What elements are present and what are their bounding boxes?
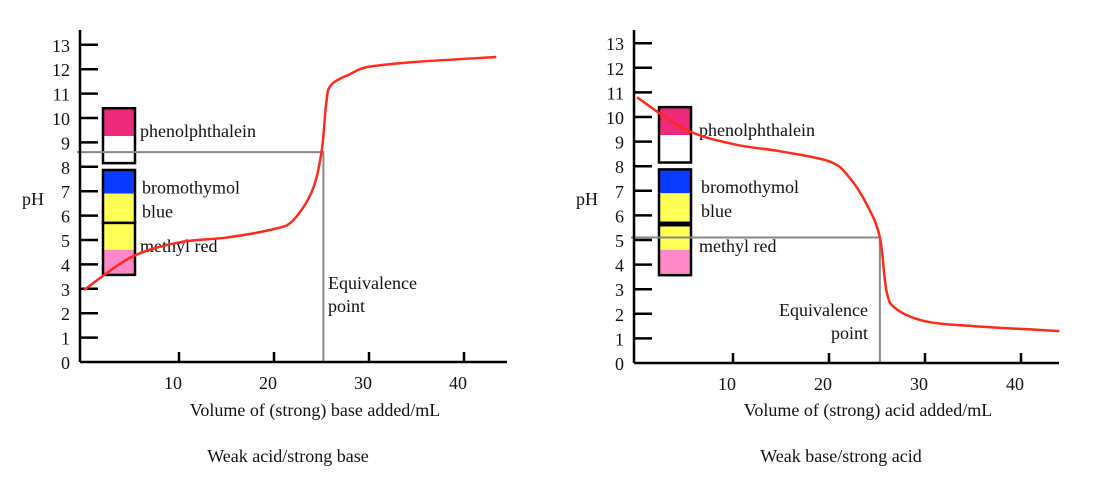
y-tick-label: 7 — [61, 182, 70, 202]
titration-curve — [636, 96, 1060, 333]
indicator-methyl-red: methyl red — [101, 221, 217, 277]
y-tick-label: 2 — [61, 304, 70, 324]
y-tick-label: 6 — [615, 206, 624, 226]
equivalence-guide-lines — [77, 151, 325, 362]
x-tick-label: 10 — [164, 373, 182, 393]
y-tick-label: 11 — [607, 83, 624, 103]
y-tick-label: 4 — [61, 255, 70, 275]
y-tick-label: 9 — [615, 133, 624, 153]
chart-1: phenolphthalein bromothymol blue methyl red… — [576, 30, 1060, 466]
y-tick-label: 3 — [61, 280, 70, 300]
y-tick-label: 8 — [615, 157, 624, 177]
x-tick-label: 40 — [449, 373, 467, 393]
y-tick-label: 10 — [52, 109, 70, 129]
y-tick-label: 7 — [615, 182, 624, 202]
indicator-label-line2: blue — [701, 201, 732, 221]
y-tick-label: 1 — [615, 329, 624, 349]
y-tick-label: 0 — [615, 354, 624, 374]
indicator-high-color — [103, 108, 135, 137]
x-tick-label: 10 — [718, 374, 736, 394]
indicator-box — [657, 105, 693, 164]
y-tick-label: 1 — [61, 329, 70, 349]
y-tick-label: 8 — [61, 158, 70, 178]
y-tick-label: 5 — [61, 231, 70, 251]
y-tick-label: 9 — [61, 133, 70, 153]
x-tick-label: 30 — [354, 373, 372, 393]
y-tick-label: 3 — [615, 280, 624, 300]
y-tick-label: 12 — [606, 59, 624, 79]
x-tick-label: 20 — [259, 373, 277, 393]
indicator-label-line1: bromothymol — [142, 177, 240, 197]
indicator-box — [657, 223, 693, 277]
indicator-high-color — [103, 169, 135, 194]
equivalence-label-line1: Equivalence — [328, 273, 417, 293]
indicator-methyl-red: methyl red — [657, 223, 776, 277]
chart-caption: Weak acid/strong base — [207, 446, 369, 466]
y-tick-label: 12 — [52, 60, 70, 80]
y-tick-label: 6 — [61, 207, 70, 227]
indicator-low-color — [659, 193, 691, 223]
indicator-label-line1: bromothymol — [701, 177, 799, 197]
y-tick-label: 2 — [615, 305, 624, 325]
x-tick-label: 40 — [1006, 374, 1024, 394]
x-axis-label: Volume of (strong) acid added/mL — [744, 400, 993, 421]
indicator-low-color — [103, 193, 135, 223]
indicator-high-color — [103, 222, 135, 250]
y-tick-label: 11 — [53, 85, 70, 105]
indicator-label-line2: blue — [142, 201, 173, 221]
indicator-low-color — [103, 136, 135, 164]
y-tick-label: 4 — [615, 256, 624, 276]
indicator-low-color — [659, 249, 691, 276]
indicator-bromothymol: bromothymol blue — [101, 168, 240, 225]
indicator-label: phenolphthalein — [699, 120, 815, 140]
y-tick-label: 13 — [52, 36, 70, 56]
indicator-box — [101, 221, 137, 277]
titration-curve — [83, 55, 497, 292]
indicator-box — [101, 106, 137, 165]
x-tick-label: 30 — [910, 374, 928, 394]
y-axis-label: pH — [22, 189, 44, 209]
equivalence-label-line1: Equivalence — [779, 300, 868, 320]
x-axis-label: Volume of (strong) base added/mL — [190, 400, 441, 421]
indicator-label: methyl red — [699, 236, 776, 256]
indicator-phenolphthalein: phenolphthalein — [101, 106, 256, 165]
y-axis-label: pH — [576, 189, 598, 209]
indicator-box — [657, 168, 693, 225]
equivalence-label-line2: point — [328, 296, 365, 316]
y-tick-label: 5 — [615, 231, 624, 251]
indicator-bromothymol: bromothymol blue — [657, 168, 799, 225]
chart-caption: Weak base/strong acid — [760, 446, 922, 466]
y-tick-label: 13 — [606, 34, 624, 54]
indicator-low-color — [659, 135, 691, 163]
indicator-label: phenolphthalein — [140, 121, 256, 141]
x-tick-label: 20 — [814, 374, 832, 394]
y-tick-label: 10 — [606, 108, 624, 128]
y-tick-label: 0 — [61, 353, 70, 373]
indicator-high-color — [659, 169, 691, 194]
equivalence-label-line2: point — [831, 323, 868, 343]
